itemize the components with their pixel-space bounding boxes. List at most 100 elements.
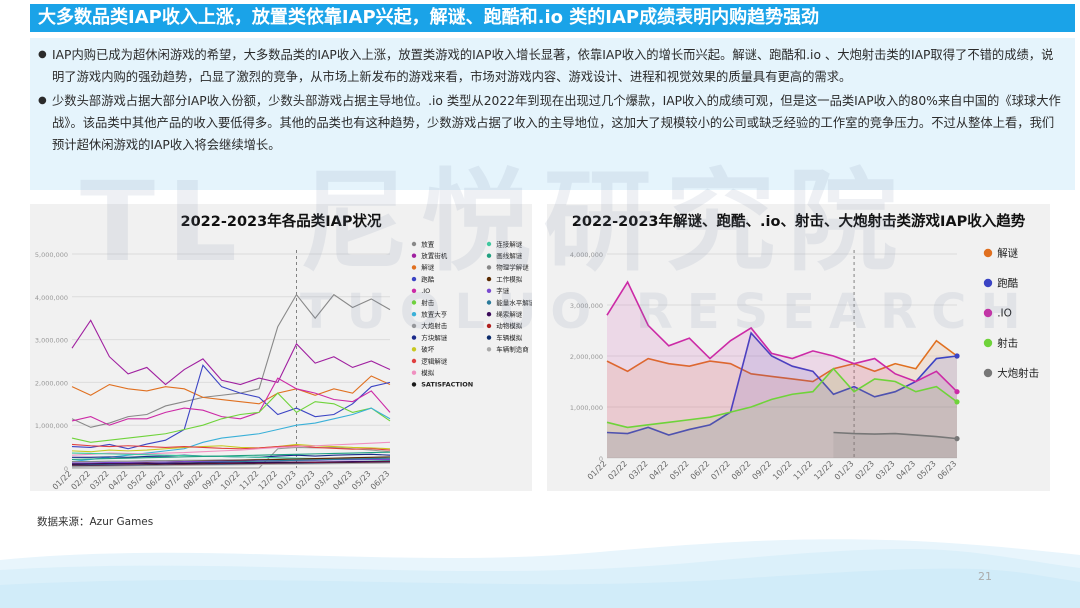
x-tick-label: 01/23 (275, 469, 298, 491)
x-tick-label: 03/22 (88, 469, 111, 491)
y-tick-label: 0 (64, 465, 68, 473)
y-tick-label: 1,000,000 (570, 404, 603, 412)
legend-marker (486, 276, 492, 282)
legend-label: 模拟 (421, 368, 435, 377)
legend-marker (486, 335, 492, 340)
bullet-text: IAP内购已成为超休闲游戏的希望，大多数品类的IAP收入上涨，放置类游戏的IAP… (52, 48, 1054, 84)
legend-marker (486, 241, 492, 247)
summary-bullets: ● IAP内购已成为超休闲游戏的希望，大多数品类的IAP收入上涨，放置类游戏的I… (30, 38, 1075, 190)
series-line (606, 367, 958, 429)
legend-marker (411, 265, 417, 270)
legend-label: 画线解谜 (496, 251, 523, 260)
legend-label: 物理学解谜 (496, 263, 529, 272)
x-tick-label: 06/22 (144, 469, 167, 491)
x-tick-label: 07/22 (709, 459, 732, 482)
x-tick-label: 01/23 (833, 459, 856, 482)
legend-label: 解谜 (421, 263, 435, 272)
series-end-point (954, 353, 960, 359)
bullet-item: ● IAP内购已成为超休闲游戏的希望，大多数品类的IAP收入上涨，放置类游戏的I… (38, 44, 1061, 88)
legend-marker (411, 312, 417, 317)
legend-marker (411, 370, 417, 375)
y-tick-label: 1,000,000 (35, 422, 68, 430)
x-tick-label: 03/23 (874, 459, 897, 482)
legend-label: 车辆模拟 (496, 333, 523, 342)
bullet-text: 少数头部游戏占据大部分IAP收入份额，少数头部游戏占据主导地位。.io 类型从2… (52, 94, 1061, 152)
legend-label: .IO (421, 287, 430, 295)
x-tick-label: 03/22 (627, 459, 650, 482)
legend-label: 动物模拟 (496, 321, 523, 330)
legend-marker (486, 288, 492, 293)
y-tick-label: 2,000,000 (570, 353, 603, 361)
legend-marker (411, 335, 417, 340)
x-tick-label: 11/22 (792, 459, 815, 482)
series-line (71, 443, 391, 453)
x-tick-label: 08/22 (182, 469, 205, 491)
legend-label: 放置街机 (421, 251, 448, 260)
series-line (71, 377, 391, 426)
x-tick-label: 04/22 (107, 469, 130, 491)
x-tick-label: 09/22 (200, 469, 223, 491)
legend-marker (486, 253, 492, 258)
bullet-dot-icon: ● (38, 95, 47, 106)
legend-marker (983, 308, 993, 318)
chart-title: 2022-2023年解谜、跑酷、.io、射击、大炮射击类游戏IAP收入趋势 (571, 214, 1026, 230)
legend-label: 连接解谜 (496, 239, 523, 248)
chart-panel-categories: 0 1,000,000 2,000,000 3,000,000 4,000,000 5,0… (30, 204, 532, 491)
legend-marker (486, 265, 492, 270)
x-tick-label: 02/23 (294, 469, 317, 491)
legend-label: 字谜 (496, 286, 510, 295)
legend-label: SATISFACTION (421, 381, 473, 389)
series-line (71, 392, 391, 443)
legend-marker (411, 347, 417, 352)
legend-marker (411, 358, 417, 364)
x-tick-label: 12/22 (812, 459, 835, 482)
y-tick-label: 3,000,000 (570, 302, 603, 310)
legend-label: 放置 (421, 239, 435, 248)
y-tick-label: 4,000,000 (35, 294, 68, 302)
legend-marker (486, 300, 492, 305)
x-tick-label: 04/23 (331, 469, 354, 491)
x-tick-label: 10/22 (771, 459, 794, 482)
bullet-dot-icon: ● (38, 49, 47, 60)
series-line (71, 319, 391, 386)
x-tick-label: 01/22 (51, 469, 74, 491)
x-tick-label: 02/22 (606, 459, 629, 482)
series-area (607, 333, 957, 458)
x-tick-label: 07/22 (163, 469, 186, 491)
legend-label: 射击 (421, 298, 435, 307)
series-line (71, 451, 391, 460)
footer-wave (0, 539, 1080, 608)
series-line (606, 339, 958, 383)
y-tick-label: 2,000,000 (35, 379, 68, 387)
x-tick-label: 10/22 (219, 469, 242, 491)
data-source: 数据来源：Azur Games (37, 516, 154, 528)
legend-marker (983, 248, 993, 258)
legend-label: 能量水平解谜 (496, 298, 532, 307)
area-chart-trends: 0 1,000,000 2,000,000 3,000,000 4,000,000 01/… (570, 247, 1039, 482)
y-tick-label: 3,000,000 (35, 337, 68, 345)
legend-marker (411, 241, 417, 247)
series-line (71, 443, 391, 451)
series-line (71, 460, 391, 465)
legend-label: 方块解谜 (421, 333, 448, 342)
series-area (607, 368, 957, 458)
x-tick-label: 05/23 (350, 469, 373, 491)
series-line (71, 293, 391, 428)
series-line (71, 462, 391, 468)
legend-marker (411, 382, 417, 387)
x-tick-label: 02/23 (853, 459, 876, 482)
series-line (71, 364, 391, 450)
x-tick-label: 08/22 (730, 459, 753, 482)
legend-marker (983, 368, 993, 378)
line-chart-categories: 0 1,000,000 2,000,000 3,000,000 4,000,000 5,0… (35, 239, 532, 491)
x-tick-label: 05/23 (915, 459, 938, 482)
series-line (606, 280, 958, 393)
legend-label: 车辆制造商 (496, 345, 529, 354)
page-title: 大多数品类IAP收入上涨，放置类依靠IAP兴起，解谜、跑酷和.io 类的IAP成… (30, 4, 1075, 32)
legend-marker (411, 276, 417, 282)
bullet-item: ● 少数头部游戏占据大部分IAP收入份额，少数头部游戏占据主导地位。.io 类型… (38, 90, 1061, 156)
legend-marker (486, 323, 492, 329)
legend-marker (983, 338, 993, 348)
series-end-point (954, 436, 960, 442)
legend-label: 绳索解谜 (496, 309, 523, 318)
